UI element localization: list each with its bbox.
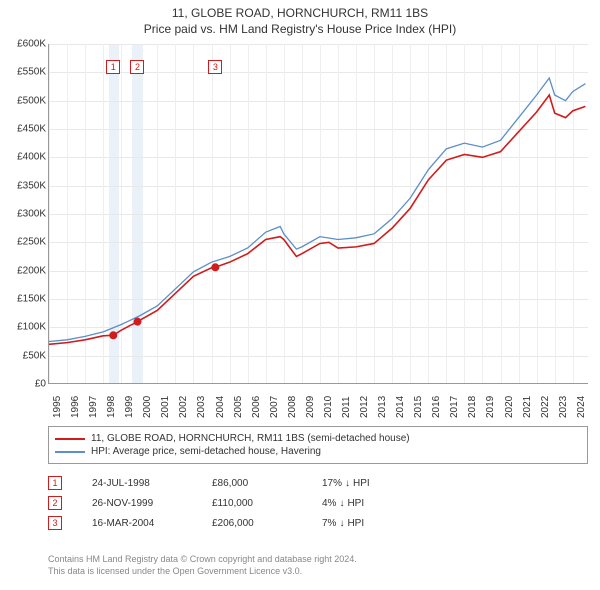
x-axis-tick-label: 1997	[88, 396, 99, 418]
x-axis-tick-label: 2014	[395, 396, 406, 418]
y-axis-tick-label: £100K	[17, 322, 46, 333]
footer-line: Contains HM Land Registry data © Crown c…	[48, 554, 588, 566]
x-axis-tick-label: 2002	[178, 396, 189, 418]
x-axis-tick-label: 2011	[341, 396, 352, 418]
legend-label: HPI: Average price, semi-detached house,…	[91, 446, 321, 457]
x-axis-tick-label: 1995	[52, 396, 63, 418]
sale-event-row: 2 26-NOV-1999 £110,000 4% ↓ HPI	[48, 496, 588, 510]
arrow-down-icon: ↓	[339, 518, 344, 529]
x-axis-tick-label: 2007	[269, 396, 280, 418]
x-axis-tick-label: 2024	[576, 396, 587, 418]
x-axis-tick-label: 2000	[142, 396, 153, 418]
y-axis-tick-label: £600K	[17, 39, 46, 50]
chart-title-subtitle: Price paid vs. HM Land Registry's House …	[0, 22, 600, 38]
sale-events-table: 1 24-JUL-1998 £86,000 17% ↓ HPI 2 26-NOV…	[48, 470, 588, 536]
x-axis-tick-label: 2009	[305, 396, 316, 418]
chart-title-address: 11, GLOBE ROAD, HORNCHURCH, RM11 1BS	[0, 6, 600, 22]
x-axis-tick-label: 2017	[449, 396, 460, 418]
y-axis-tick-label: £200K	[17, 265, 46, 276]
sale-event-row: 1 24-JUL-1998 £86,000 17% ↓ HPI	[48, 476, 588, 490]
x-axis-tick-label: 1999	[124, 396, 135, 418]
x-axis-tick-label: 1996	[70, 396, 81, 418]
x-axis-tick-label: 2022	[540, 396, 551, 418]
y-axis-tick-label: £0	[35, 379, 46, 390]
event-date: 24-JUL-1998	[92, 478, 182, 489]
event-marker-box: 3	[48, 516, 62, 530]
x-axis-tick-label: 2005	[233, 396, 244, 418]
x-axis-tick-label: 2016	[431, 396, 442, 418]
x-axis-tick-label: 2021	[522, 396, 533, 418]
x-axis-tick-label: 1998	[106, 396, 117, 418]
event-marker-box: 1	[48, 476, 62, 490]
legend-item-hpi: HPI: Average price, semi-detached house,…	[55, 446, 581, 457]
x-axis-tick-label: 2012	[359, 396, 370, 418]
x-axis-tick-label: 2013	[377, 396, 388, 418]
x-axis-tick-label: 2008	[287, 396, 298, 418]
chart-legend: 11, GLOBE ROAD, HORNCHURCH, RM11 1BS (se…	[48, 426, 588, 464]
y-axis-tick-label: £450K	[17, 124, 46, 135]
event-hpi-diff: 7% ↓ HPI	[322, 518, 402, 529]
event-date: 16-MAR-2004	[92, 518, 182, 529]
y-axis-tick-label: £250K	[17, 237, 46, 248]
x-axis-tick-label: 2015	[413, 396, 424, 418]
event-price: £110,000	[212, 498, 292, 509]
sale-event-row: 3 16-MAR-2004 £206,000 7% ↓ HPI	[48, 516, 588, 530]
x-axis-tick-label: 2019	[485, 396, 496, 418]
event-price: £86,000	[212, 478, 292, 489]
y-axis-tick-label: £400K	[17, 152, 46, 163]
y-axis-tick-label: £550K	[17, 67, 46, 78]
legend-item-property: 11, GLOBE ROAD, HORNCHURCH, RM11 1BS (se…	[55, 433, 581, 444]
event-date: 26-NOV-1999	[92, 498, 182, 509]
x-axis-tick-label: 2006	[251, 396, 262, 418]
price-chart: 123	[48, 44, 588, 384]
legend-swatch	[55, 451, 85, 453]
legend-label: 11, GLOBE ROAD, HORNCHURCH, RM11 1BS (se…	[91, 433, 410, 444]
attribution-footer: Contains HM Land Registry data © Crown c…	[48, 554, 588, 577]
legend-swatch	[55, 438, 85, 440]
arrow-down-icon: ↓	[339, 498, 344, 509]
event-price: £206,000	[212, 518, 292, 529]
event-marker-box: 2	[48, 496, 62, 510]
x-axis-tick-label: 2018	[467, 396, 478, 418]
footer-line: This data is licensed under the Open Gov…	[48, 566, 588, 578]
y-axis-tick-label: £350K	[17, 180, 46, 191]
event-hpi-diff: 4% ↓ HPI	[322, 498, 402, 509]
x-axis-tick-label: 2023	[558, 396, 569, 418]
y-axis-tick-label: £500K	[17, 95, 46, 106]
y-axis-tick-label: £150K	[17, 294, 46, 305]
arrow-down-icon: ↓	[345, 478, 350, 489]
x-axis-tick-label: 2020	[504, 396, 515, 418]
event-hpi-diff: 17% ↓ HPI	[322, 478, 402, 489]
x-axis-tick-label: 2004	[215, 396, 226, 418]
x-axis-tick-label: 2010	[323, 396, 334, 418]
y-axis-tick-label: £50K	[23, 350, 46, 361]
x-axis-tick-label: 2003	[196, 396, 207, 418]
x-axis-tick-label: 2001	[160, 396, 171, 418]
y-axis-tick-label: £300K	[17, 209, 46, 220]
